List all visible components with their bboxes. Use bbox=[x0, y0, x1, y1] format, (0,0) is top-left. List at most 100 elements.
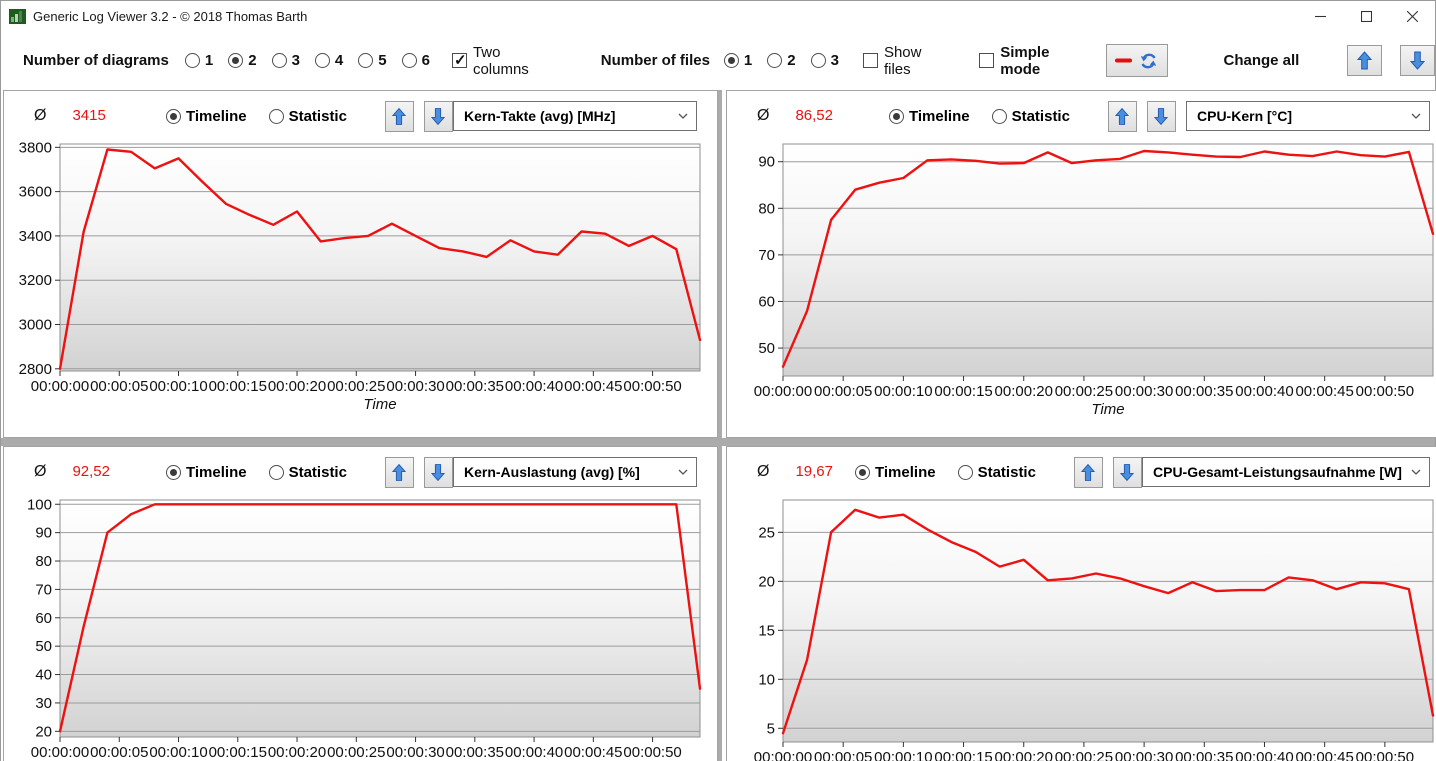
svg-text:3400: 3400 bbox=[19, 228, 52, 245]
radio-icon bbox=[271, 53, 287, 68]
move-buttons bbox=[384, 456, 453, 488]
file-count-options: 1 2 3 bbox=[723, 52, 839, 69]
svg-text:10: 10 bbox=[758, 671, 775, 688]
up-arrow-icon bbox=[392, 107, 407, 125]
line-style-refresh-button[interactable] bbox=[1105, 44, 1168, 77]
move-down-button[interactable] bbox=[423, 100, 453, 132]
svg-text:00:00:10: 00:00:10 bbox=[149, 744, 207, 761]
up-arrow-icon bbox=[392, 463, 407, 481]
svg-text:20: 20 bbox=[758, 573, 775, 590]
svg-text:00:00:20: 00:00:20 bbox=[268, 378, 326, 395]
red-line-icon bbox=[1115, 58, 1133, 63]
radio-option-4[interactable]: 4 bbox=[314, 52, 343, 69]
radio-option-2[interactable]: 2 bbox=[767, 52, 796, 69]
svg-text:00:00:35: 00:00:35 bbox=[446, 378, 504, 395]
timeline-radio[interactable]: Timeline bbox=[166, 108, 247, 125]
change-all-down-button[interactable] bbox=[1400, 45, 1436, 76]
metric-dropdown[interactable]: Kern-Takte (avg) [MHz] bbox=[453, 101, 697, 131]
checkbox-icon bbox=[862, 53, 878, 68]
svg-text:100: 100 bbox=[27, 496, 52, 513]
down-arrow-icon bbox=[1410, 51, 1426, 70]
metric-dropdown-value: Kern-Auslastung (avg) [%] bbox=[464, 464, 640, 480]
move-up-button[interactable] bbox=[384, 100, 414, 132]
down-arrow-icon bbox=[431, 107, 446, 125]
maximize-button[interactable] bbox=[1343, 1, 1389, 31]
radio-option-6[interactable]: 6 bbox=[401, 52, 430, 69]
svg-text:80: 80 bbox=[35, 553, 52, 570]
svg-text:00:00:40: 00:00:40 bbox=[1235, 749, 1293, 761]
move-up-button[interactable] bbox=[1107, 100, 1137, 132]
radio-option-label: 2 bbox=[248, 52, 257, 69]
move-down-button[interactable] bbox=[1112, 456, 1142, 488]
statistic-radio[interactable]: Statistic bbox=[268, 464, 347, 481]
statistic-radio[interactable]: Statistic bbox=[957, 463, 1036, 481]
svg-text:00:00:05: 00:00:05 bbox=[90, 744, 148, 761]
radio-option-1[interactable]: 1 bbox=[723, 52, 753, 69]
timeline-radio[interactable]: Timeline bbox=[166, 464, 247, 481]
statistic-radio[interactable]: Statistic bbox=[991, 108, 1070, 125]
svg-text:00:00:25: 00:00:25 bbox=[1055, 383, 1113, 400]
radio-icon bbox=[767, 53, 783, 68]
panel-header: Ø 92,52 Timeline Statistic bbox=[4, 447, 717, 491]
app-icon bbox=[9, 8, 26, 24]
checkbox-icon bbox=[451, 51, 467, 69]
view-mode-radios: Timeline Statistic bbox=[166, 108, 369, 125]
timeline-label: Timeline bbox=[875, 463, 936, 481]
svg-text:00:00:10: 00:00:10 bbox=[874, 749, 932, 761]
radio-icon bbox=[401, 53, 417, 68]
svg-text:5: 5 bbox=[767, 720, 775, 737]
metric-dropdown[interactable]: CPU-Kern [°C] bbox=[1186, 101, 1430, 131]
radio-option-3[interactable]: 3 bbox=[810, 52, 839, 69]
svg-text:00:00:05: 00:00:05 bbox=[814, 383, 872, 400]
change-all-up-button[interactable] bbox=[1347, 45, 1383, 76]
average-readout: Ø 92,52 bbox=[34, 463, 152, 481]
timeline-chart: 5 10 15 20 25 00:00:00 00:00:05 00:00:10 00:00:1… bbox=[733, 491, 1436, 761]
average-readout: Ø 3415 bbox=[34, 107, 152, 125]
radio-option-2[interactable]: 2 bbox=[228, 52, 257, 69]
radio-option-label: 3 bbox=[291, 52, 300, 69]
average-symbol: Ø bbox=[757, 463, 770, 480]
timeline-radio[interactable]: Timeline bbox=[889, 108, 970, 125]
metric-dropdown[interactable]: Kern-Auslastung (avg) [%] bbox=[453, 457, 697, 487]
minimize-button[interactable] bbox=[1297, 1, 1343, 31]
radio-option-1[interactable]: 1 bbox=[184, 52, 213, 69]
statistic-label: Statistic bbox=[977, 463, 1036, 481]
average-value: 86,52 bbox=[795, 107, 833, 124]
svg-text:00:00:45: 00:00:45 bbox=[564, 744, 622, 761]
metric-dropdown-value: CPU-Gesamt-Leistungsaufnahme [W] bbox=[1153, 464, 1402, 480]
radio-icon bbox=[184, 53, 200, 68]
svg-text:00:00:30: 00:00:30 bbox=[386, 378, 444, 395]
move-up-button[interactable] bbox=[384, 456, 414, 488]
close-button[interactable] bbox=[1389, 1, 1435, 31]
metric-dropdown[interactable]: CPU-Gesamt-Leistungsaufnahme [W] bbox=[1142, 457, 1430, 487]
svg-text:00:00:50: 00:00:50 bbox=[623, 744, 681, 761]
timeline-radio[interactable]: Timeline bbox=[855, 464, 936, 481]
radio-option-label: 1 bbox=[743, 52, 753, 69]
show-files-checkbox[interactable]: Show files bbox=[862, 44, 949, 78]
radio-icon bbox=[314, 53, 330, 68]
average-value: 92,52 bbox=[72, 463, 110, 480]
statistic-radio[interactable]: Statistic bbox=[268, 108, 347, 125]
down-arrow-icon bbox=[1154, 107, 1169, 125]
two-columns-checkbox[interactable]: Two columns bbox=[451, 44, 557, 78]
svg-text:3600: 3600 bbox=[19, 184, 52, 201]
simple-mode-checkbox[interactable]: Simple mode bbox=[979, 44, 1089, 78]
timeline-chart: 20 30 40 50 60 70 80 90 100 00:00:00 00:00:05 00:00… bbox=[10, 491, 709, 761]
view-mode-radios: Timeline Statistic bbox=[855, 464, 1058, 481]
svg-text:00:00:20: 00:00:20 bbox=[995, 383, 1053, 400]
radio-option-5[interactable]: 5 bbox=[358, 52, 387, 69]
svg-text:80: 80 bbox=[758, 200, 775, 217]
svg-text:70: 70 bbox=[35, 581, 52, 598]
timeline-chart: 50 60 70 80 90 00:00:00 00:00:05 00:00:10 00:00:… bbox=[733, 135, 1436, 433]
radio-option-3[interactable]: 3 bbox=[271, 52, 300, 69]
move-down-button[interactable] bbox=[1146, 100, 1176, 132]
radio-icon bbox=[358, 53, 374, 68]
metric-dropdown-value: CPU-Kern [°C] bbox=[1197, 108, 1293, 124]
svg-text:00:00:50: 00:00:50 bbox=[623, 378, 681, 395]
diagram-grid: Ø 3415 Timeline Statistic bbox=[1, 90, 1436, 761]
average-readout: Ø 86,52 bbox=[757, 107, 875, 125]
move-buttons bbox=[1107, 100, 1176, 132]
move-down-button[interactable] bbox=[423, 456, 453, 488]
move-up-button[interactable] bbox=[1073, 456, 1103, 488]
